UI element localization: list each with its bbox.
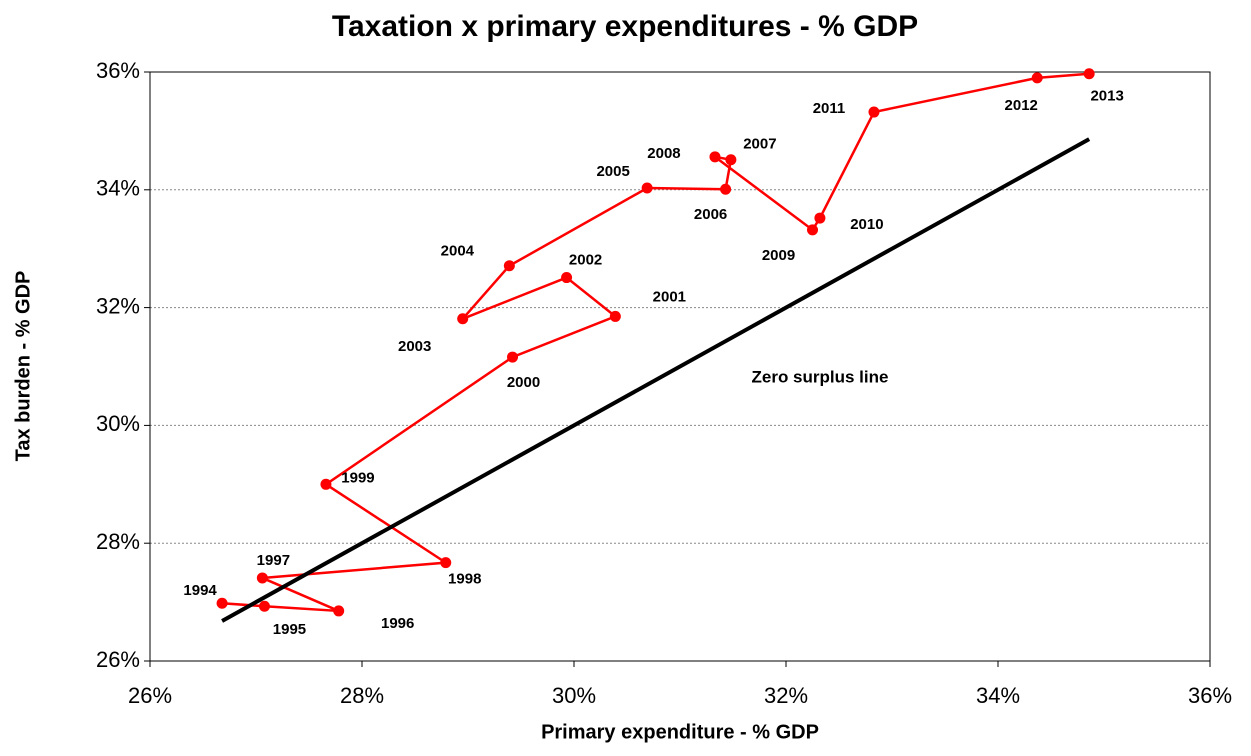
- x-tick-label: 34%: [976, 683, 1020, 708]
- point-label: 1998: [448, 571, 481, 588]
- point-label: 2004: [441, 243, 475, 260]
- point-label: 1996: [381, 615, 414, 632]
- y-axis-label: Tax burden - % GDP: [12, 271, 34, 462]
- point: [1031, 72, 1043, 84]
- point-label: 2003: [398, 338, 431, 355]
- point-label: 2005: [596, 163, 629, 180]
- x-tick-label: 28%: [340, 683, 384, 708]
- y-tick-label: 36%: [96, 58, 140, 83]
- x-tick-label: 32%: [764, 683, 808, 708]
- x-tick-label: 36%: [1188, 683, 1232, 708]
- point-label: 2013: [1090, 88, 1123, 105]
- point-label: 1997: [257, 552, 290, 569]
- point: [216, 597, 228, 609]
- point: [720, 183, 732, 195]
- point: [440, 557, 452, 569]
- point: [258, 600, 270, 612]
- point: [709, 151, 721, 163]
- point-label: 2009: [762, 247, 795, 264]
- point-label: 1999: [341, 469, 374, 486]
- point-label: 2010: [850, 216, 883, 233]
- point: [609, 310, 621, 322]
- y-tick-label: 28%: [96, 529, 140, 554]
- x-tick-label: 30%: [552, 683, 596, 708]
- point: [814, 212, 826, 224]
- point-label: 1994: [183, 582, 217, 599]
- point-label: 1995: [273, 621, 306, 638]
- point-label: 2000: [507, 374, 540, 391]
- y-tick-label: 30%: [96, 411, 140, 436]
- point: [561, 272, 573, 284]
- point-label: 2007: [743, 136, 776, 153]
- point: [725, 154, 737, 166]
- line-label: Zero surplus line: [752, 367, 889, 386]
- y-tick-label: 32%: [96, 293, 140, 318]
- point: [320, 478, 332, 490]
- point: [1083, 68, 1095, 80]
- point: [333, 605, 345, 617]
- chart-title: Taxation x primary expenditures - % GDP: [332, 10, 918, 43]
- point-label: 2002: [569, 252, 602, 269]
- y-tick-label: 34%: [96, 176, 140, 201]
- zero-surplus-line: [221, 137, 1091, 623]
- point-label: 2008: [647, 145, 680, 162]
- point: [256, 572, 268, 584]
- point: [507, 351, 519, 363]
- x-axis-label: Primary expenditure - % GDP: [541, 721, 819, 743]
- point: [457, 313, 469, 325]
- point-label: 2011: [813, 100, 846, 117]
- plot-frame: [149, 71, 1211, 662]
- point-label: 2001: [653, 288, 686, 305]
- point-label: 2012: [1005, 97, 1038, 114]
- point: [868, 106, 880, 118]
- point: [641, 182, 653, 194]
- point: [503, 260, 515, 272]
- point: [807, 224, 818, 236]
- y-tick-label: 26%: [96, 647, 140, 672]
- point-label: 2006: [694, 206, 727, 223]
- x-tick-label: 26%: [128, 683, 172, 708]
